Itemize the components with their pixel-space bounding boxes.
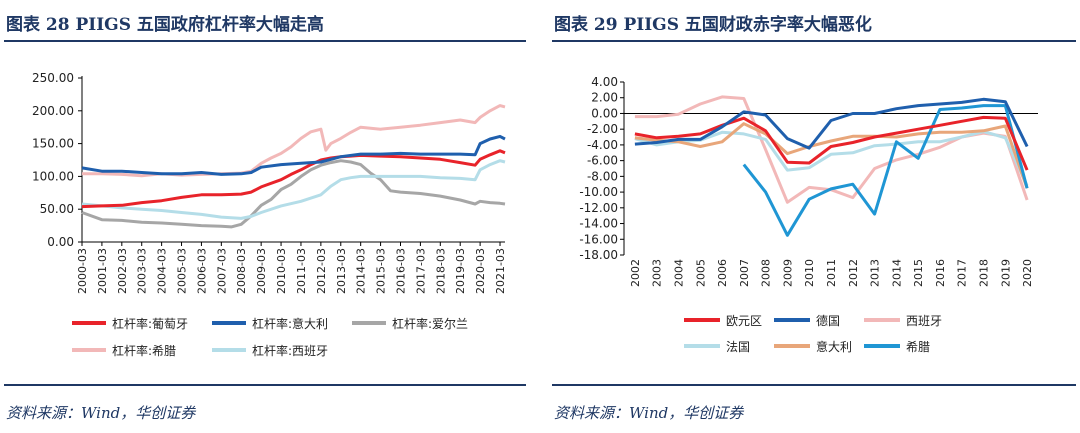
right-y-tick-label: -8.00	[587, 169, 618, 183]
right-y-tick-label: 2.00	[591, 91, 618, 105]
right-x-tick-label: 2010	[803, 259, 816, 287]
right-y-tick-label: -16.00	[579, 232, 618, 246]
left-x-tick-label: 2009-03	[255, 248, 268, 294]
right-x-tick-label: 2020	[1021, 259, 1034, 287]
left-x-tick-label: 2016-03	[394, 248, 407, 294]
right-y-tick-label: -6.00	[587, 154, 618, 168]
right-x-tick-label: 2003	[651, 259, 664, 287]
right-x-tick-label: 2018	[978, 259, 991, 287]
right-x-tick-label: 2014	[890, 259, 903, 287]
left-x-tick-label: 2002-03	[116, 248, 129, 294]
left-x-tick-label: 2008-03	[235, 248, 248, 294]
left-x-tick-label: 2001-03	[96, 248, 109, 294]
right-x-tick-label: 2005	[694, 259, 707, 287]
left-legend-label: 杠杆率:意大利	[252, 316, 328, 331]
right-panel: 图表 29 PIIGS 五国财政赤字率大幅恶化 4.00 2.00 0.00 -2.0…	[548, 0, 1080, 433]
right-series-line-5	[742, 104, 1029, 237]
left-x-tick-label: 2014-03	[355, 248, 368, 294]
left-y-tick-label: 100.00	[32, 169, 74, 183]
right-y-tick-label: -12.00	[579, 201, 618, 215]
left-x-tick-label: 2019-03	[454, 248, 467, 294]
right-legend-label: 德国	[816, 313, 840, 328]
left-y-tick-label: 200.00	[32, 104, 74, 118]
right-x-tick-label: 2017	[956, 259, 969, 287]
right-x-tick-label: 2004	[672, 259, 685, 287]
left-y-tick-label: 150.00	[32, 137, 74, 151]
left-x-tick-label: 2006-03	[195, 248, 208, 294]
left-title-rule	[4, 40, 526, 42]
left-x-tick-label: 2007-03	[215, 248, 228, 294]
left-y-tick-label: 0.00	[47, 235, 74, 249]
left-x-tick-label: 2000-03	[76, 248, 89, 294]
right-y-tick-label: -18.00	[579, 248, 618, 262]
right-y-tick-label: -14.00	[579, 217, 618, 231]
left-source-note: 资料来源：Wind，华创证券	[6, 404, 196, 422]
right-series-line-1	[634, 97, 1029, 150]
right-x-tick-label: 2019	[999, 259, 1012, 287]
right-legend-label: 欧元区	[726, 314, 762, 328]
right-x-tick-label: 2009	[781, 259, 794, 287]
left-legend-label: 杠杆率:葡萄牙	[112, 316, 188, 331]
right-legend-label: 意大利	[816, 339, 852, 354]
right-series-line-0	[634, 115, 1029, 171]
left-x-tick-label: 2003-03	[136, 248, 149, 294]
right-legend-label: 法国	[726, 340, 750, 354]
left-bottom-rule	[4, 384, 526, 386]
left-x-tick-label: 2021-03	[494, 248, 507, 294]
left-x-tick-label: 2018-03	[434, 248, 447, 294]
right-series-line-2	[634, 95, 1029, 204]
right-y-tick-label: 4.00	[591, 75, 618, 89]
right-y-tick-label: -2.00	[587, 122, 618, 136]
left-series-line-2	[81, 159, 506, 229]
left-series-line-1	[81, 134, 506, 176]
right-x-tick-label: 2011	[825, 259, 838, 287]
right-legend-label: 希腊	[906, 339, 930, 354]
left-series-line-4	[81, 159, 506, 220]
left-x-tick-label: 2004-03	[156, 248, 169, 294]
right-y-tick-label: -4.00	[587, 138, 618, 152]
left-legend-label: 杠杆率:西班牙	[252, 343, 328, 358]
right-y-tick-label: 0.00	[591, 106, 618, 120]
right-title-rule	[552, 40, 1076, 42]
left-x-tick-label: 2017-03	[414, 248, 427, 294]
right-x-tick-label: 2008	[760, 259, 773, 287]
left-x-tick-label: 2012-03	[315, 248, 328, 294]
right-x-tick-label: 2013	[869, 259, 882, 287]
right-source-note: 资料来源：Wind，华创证券	[554, 404, 744, 422]
right-legend-label: 西班牙	[906, 314, 942, 328]
left-chart-title: 图表 28 PIIGS 五国政府杠杆率大幅走高	[6, 15, 324, 35]
right-x-tick-label: 2007	[738, 259, 751, 287]
left-x-tick-label: 2011-03	[295, 248, 308, 294]
left-x-tick-label: 2010-03	[275, 248, 288, 294]
left-y-tick-label: 250.00	[32, 71, 74, 85]
right-chart-title: 图表 29 PIIGS 五国财政赤字率大幅恶化	[554, 15, 872, 35]
right-x-tick-label: 2006	[716, 259, 729, 287]
right-x-tick-label: 2015	[912, 259, 925, 287]
left-legend-label: 杠杆率:希腊	[112, 343, 176, 358]
left-x-tick-label: 2013-03	[335, 248, 348, 294]
right-chart: 4.00 2.000.00 -2.00 -4.00 -6.00-8.00 -10.00 -1…	[579, 75, 1038, 354]
left-panel: 图表 28 PIIGS 五国政府杠杆率大幅走高 250.00 200.00 150.…	[0, 0, 528, 433]
right-x-tick-label: 2016	[934, 259, 947, 287]
left-x-tick-label: 2015-03	[375, 248, 388, 294]
right-x-tick-label: 2002	[629, 259, 642, 287]
right-x-tick-label: 2012	[847, 259, 860, 287]
right-series-line-4	[634, 122, 1029, 189]
left-x-tick-label: 2005-03	[176, 248, 189, 294]
left-x-tick-label: 2020-03	[474, 248, 487, 294]
left-chart: 250.00 200.00 150.00 100.00 50.00 0.002000-03…	[32, 71, 507, 358]
left-y-tick-label: 50.00	[40, 202, 74, 216]
left-legend-label: 杠杆率:爱尔兰	[392, 316, 468, 331]
right-bottom-rule	[552, 384, 1076, 386]
right-y-tick-label: -10.00	[579, 185, 618, 199]
